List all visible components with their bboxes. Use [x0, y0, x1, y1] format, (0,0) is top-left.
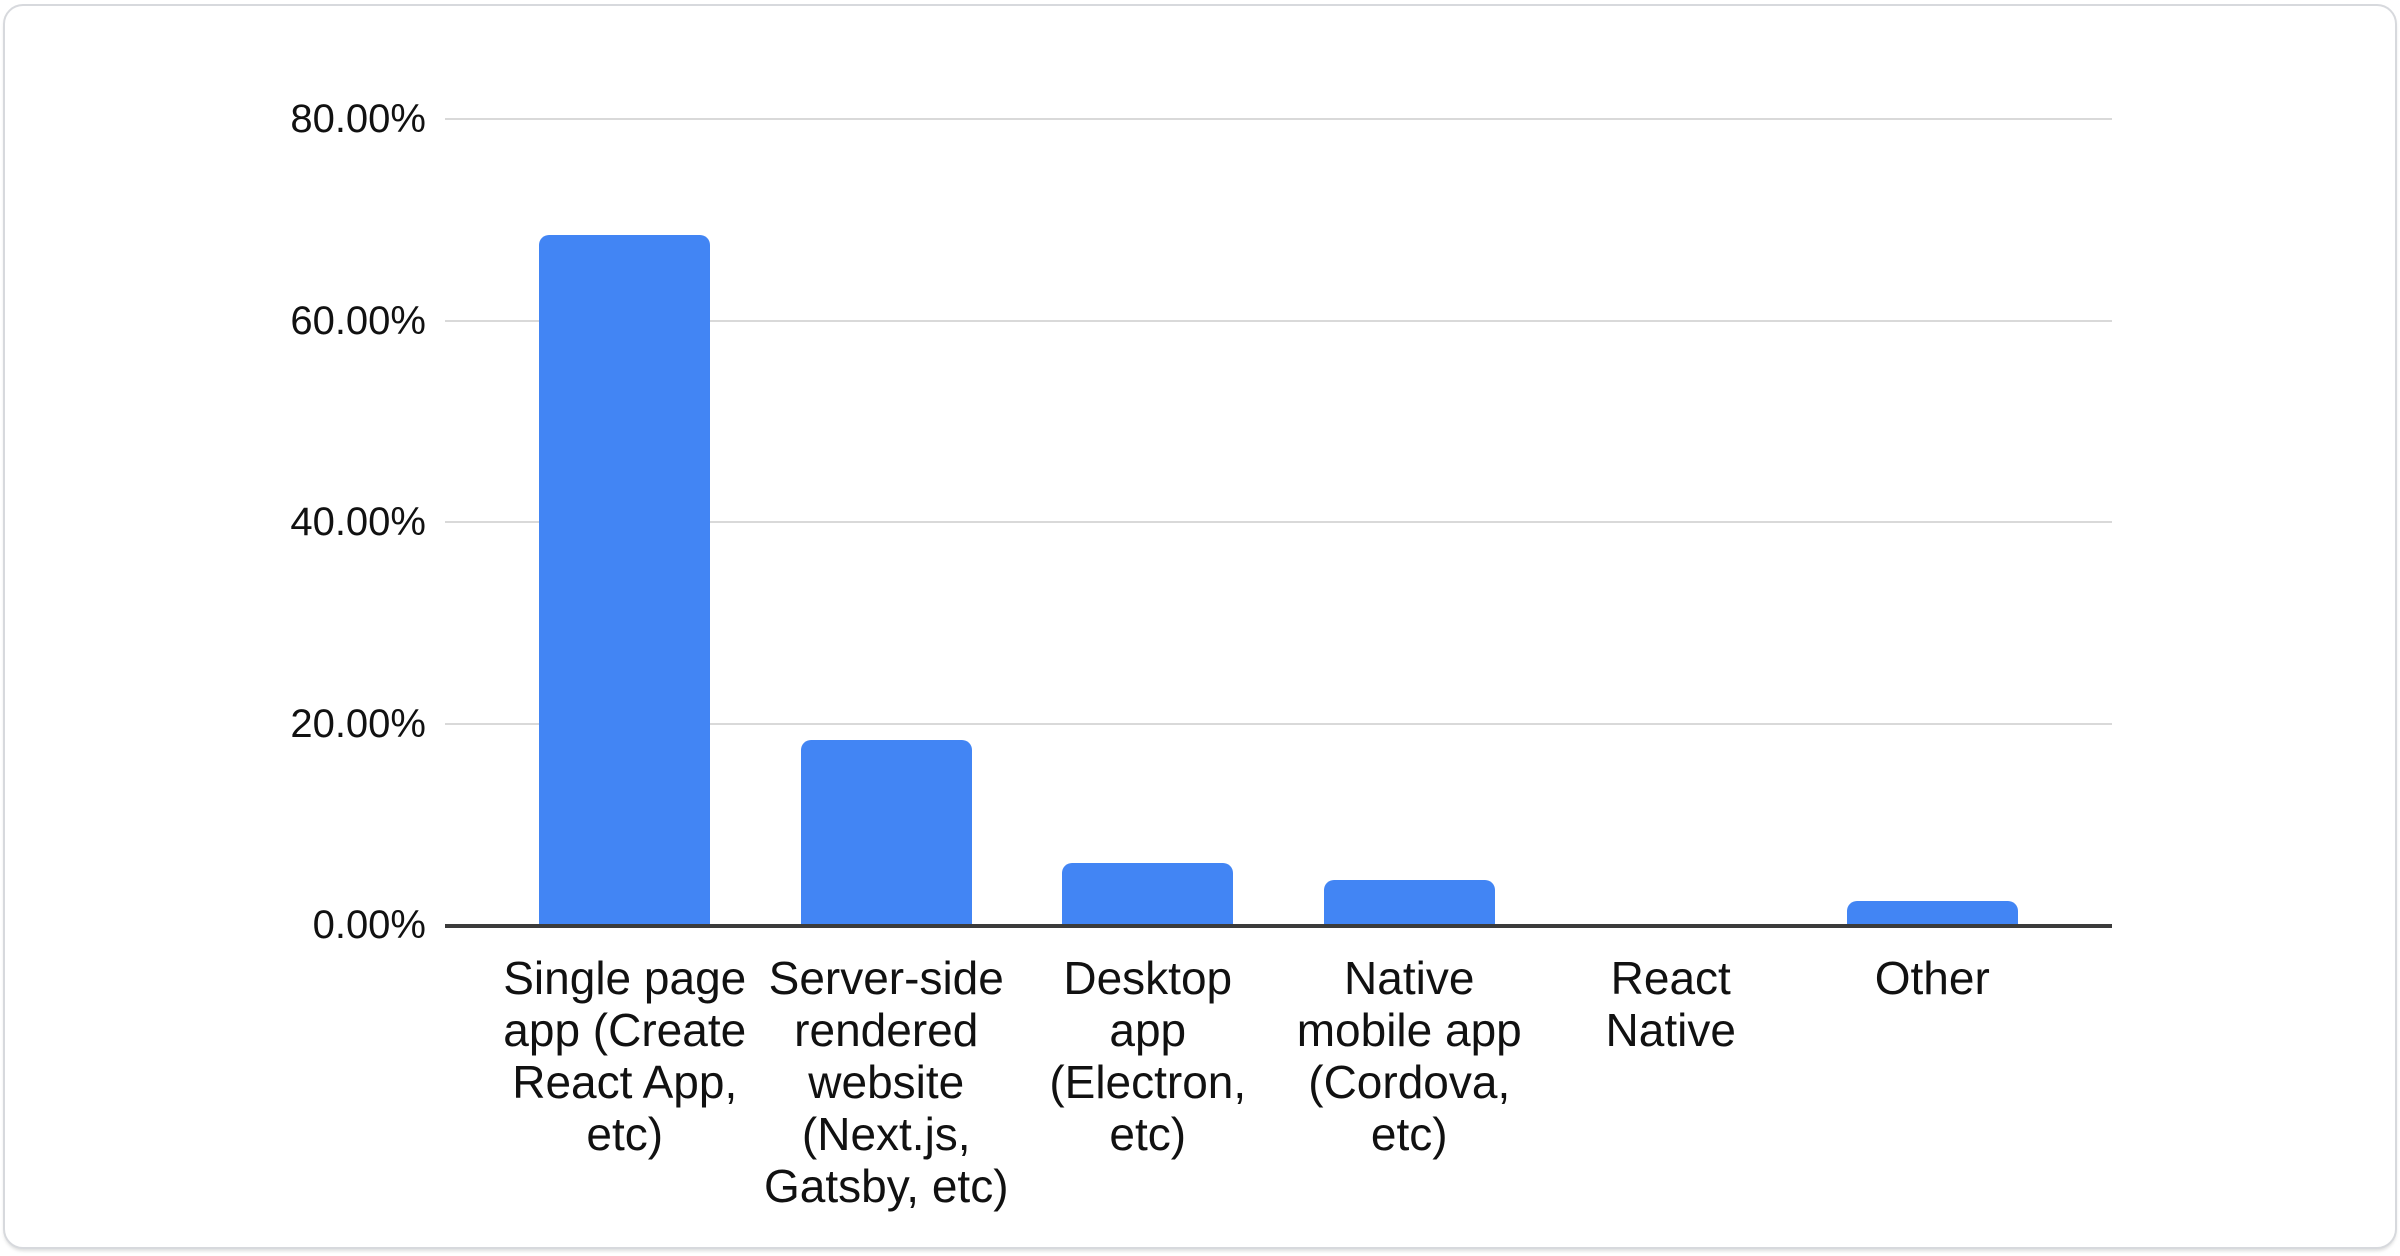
category-label-column: Server-side rendered website (Next.js, G… — [756, 952, 1018, 1212]
category-label-column: Native mobile app (Cordova, etc) — [1279, 952, 1541, 1212]
gridline — [445, 722, 2112, 725]
bar — [539, 234, 711, 925]
category-label-column: Other — [1802, 952, 2064, 1212]
bar — [1323, 879, 1495, 925]
bar-column — [1017, 119, 1279, 925]
category-label-column: React Native — [1540, 952, 1802, 1212]
x-axis-line — [445, 924, 2112, 928]
bar-column — [1540, 119, 1802, 925]
bars-layer — [445, 119, 2112, 925]
y-axis-tick-label: 0.00% — [312, 903, 426, 947]
bar-column — [1802, 119, 2064, 925]
bar — [1062, 862, 1234, 925]
bar — [1846, 900, 2018, 925]
bar — [800, 739, 972, 925]
x-axis-category-labels: Single page app (Create React App, etc) S… — [445, 952, 2112, 1212]
gridline — [445, 319, 2112, 322]
y-axis-tick-label: 40.00% — [290, 500, 426, 544]
y-axis-tick-label: 60.00% — [290, 298, 426, 343]
chart-card: 80.00% 60.00% 40.00% 20.00% 0.00% Single pag… — [3, 4, 2397, 1249]
gridline — [445, 521, 2112, 523]
category-label-column: Desktop app (Electron, etc) — [1017, 952, 1279, 1212]
category-label: Desktop app (Electron, etc) — [1049, 952, 1247, 1160]
gridline — [445, 118, 2112, 120]
bar-column — [756, 119, 1018, 925]
category-label-column: Single page app (Create React App, etc) — [494, 952, 756, 1212]
bar-column — [1279, 119, 1541, 925]
category-label: Single page app (Create React App, etc) — [503, 952, 747, 1160]
bar-column — [494, 119, 756, 925]
category-label: Server-side rendered website (Next.js, G… — [763, 952, 1009, 1212]
category-label: Native mobile app (Cordova, etc) — [1296, 952, 1522, 1160]
plot-area: 80.00% 60.00% 40.00% 20.00% 0.00% — [290, 97, 2112, 947]
category-label: React Native — [1605, 952, 1736, 1056]
y-axis-tick-label: 80.00% — [290, 97, 426, 141]
y-axis-tick-label: 20.00% — [290, 701, 426, 746]
category-label: Other — [1874, 952, 1990, 1004]
